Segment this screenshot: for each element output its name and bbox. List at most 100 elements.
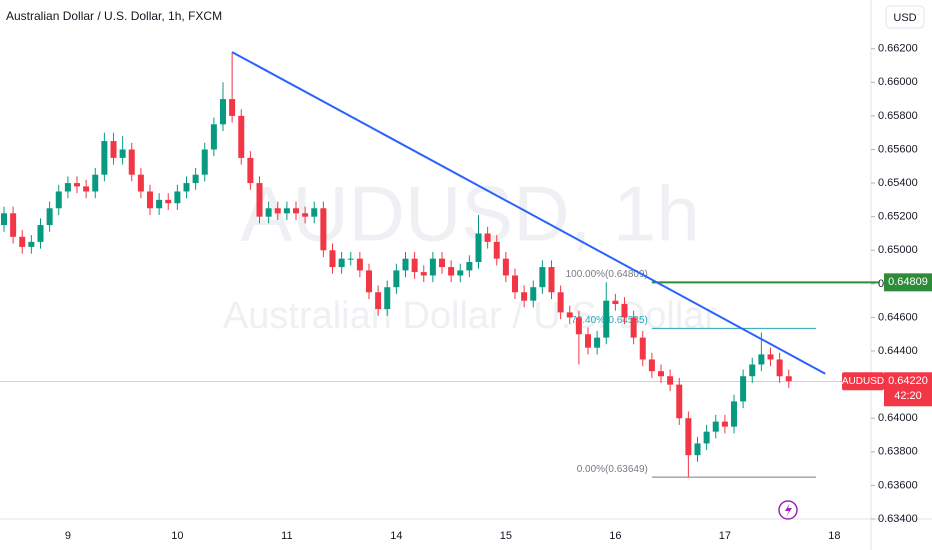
- x-tick-label: 18: [828, 530, 840, 542]
- candle-body: [83, 186, 90, 192]
- candle-body: [612, 300, 619, 305]
- candle-body: [731, 401, 737, 427]
- candle-body: [384, 287, 391, 310]
- candle-body: [165, 199, 172, 204]
- candle-body: [630, 317, 637, 338]
- candle-body: [210, 124, 217, 150]
- candle-body: [429, 258, 436, 276]
- candle-body: [137, 174, 144, 192]
- candle-body: [676, 384, 683, 419]
- candle-body: [621, 304, 628, 318]
- candle-body: [484, 233, 491, 242]
- candle-body: [648, 359, 655, 372]
- y-tick-label: 0.65200: [878, 211, 918, 223]
- candle-body: [302, 213, 309, 217]
- candle-body: [420, 272, 427, 276]
- candle-body: [585, 334, 591, 348]
- candle-body: [274, 208, 281, 214]
- candle-body: [721, 421, 728, 427]
- symbol-tag-label: AUDUSD: [842, 376, 884, 387]
- x-tick-label: 10: [171, 530, 183, 542]
- currency-button[interactable]: [885, 5, 925, 29]
- candle-body: [55, 191, 62, 209]
- candle-body: [128, 149, 135, 175]
- y-tick-label: 0.63400: [878, 513, 918, 525]
- candle-body: [238, 115, 245, 158]
- y-tick-label: 0.63800: [878, 446, 918, 458]
- candle-body: [19, 236, 26, 247]
- fib-label: 76.40%(0.64535): [571, 315, 648, 326]
- x-tick-label: 17: [719, 530, 731, 542]
- candle-body: [502, 258, 509, 276]
- candle-body: [439, 258, 445, 268]
- candle-body: [110, 141, 117, 158]
- candle-body: [64, 183, 71, 192]
- candle-body: [512, 275, 518, 293]
- candle-body: [767, 354, 774, 360]
- candle-body: [712, 421, 719, 432]
- candle-body: [46, 208, 53, 226]
- candle-body: [220, 99, 226, 125]
- candle-body: [658, 371, 664, 377]
- candle-body: [247, 157, 254, 184]
- candle-body: [448, 267, 455, 276]
- candle-body: [265, 208, 272, 217]
- candle-body: [101, 141, 108, 175]
- candle-body: [402, 258, 409, 271]
- y-tick-label: 0.64400: [878, 345, 918, 357]
- candle-body: [566, 312, 573, 318]
- candle-body: [685, 418, 692, 456]
- candle-body: [229, 99, 236, 116]
- candle-body: [329, 250, 336, 268]
- candle-body: [366, 270, 372, 293]
- candle-body: [594, 337, 601, 348]
- candle-body: [192, 174, 199, 184]
- candle-body: [776, 359, 783, 377]
- x-tick-label: 15: [500, 530, 512, 542]
- candle-body: [393, 270, 400, 288]
- candle-body: [28, 241, 35, 247]
- candle-body: [411, 258, 418, 273]
- candle-body: [10, 213, 17, 237]
- x-tick-label: 14: [390, 530, 402, 542]
- candle-body: [1, 213, 7, 226]
- candle-body: [347, 258, 354, 260]
- candle-body: [466, 262, 473, 271]
- candle-body: [74, 183, 80, 187]
- y-tick-label: 0.63600: [878, 479, 918, 491]
- y-tick-label: 0.65400: [878, 177, 918, 189]
- candle-body: [749, 364, 756, 377]
- x-tick-label: 16: [609, 530, 621, 542]
- candle-body: [356, 258, 363, 271]
- x-tick-label: 9: [65, 530, 71, 542]
- currency-label[interactable]: USD: [893, 12, 916, 24]
- candle-body: [575, 317, 582, 335]
- watermark: AUDUSD, 1h: [240, 170, 699, 258]
- y-tick-label: 0.66200: [878, 43, 918, 55]
- level-tag-label: 0.64809: [888, 276, 928, 288]
- candle-body: [475, 233, 482, 263]
- y-tick-label: 0.64000: [878, 412, 918, 424]
- candle-body: [311, 208, 318, 217]
- candle-body: [521, 292, 528, 301]
- y-tick-label: 0.65000: [878, 244, 918, 256]
- price-tag: [884, 372, 932, 407]
- candle-body: [530, 287, 537, 301]
- candle-body: [694, 443, 701, 456]
- candle-body: [256, 183, 263, 217]
- candle-body: [174, 191, 181, 204]
- candle-body: [338, 258, 345, 268]
- candle-body: [548, 267, 555, 293]
- fib-label: 0.00%(0.63649): [577, 464, 648, 475]
- x-tick-label: 11: [281, 530, 292, 542]
- candle-body: [320, 208, 327, 251]
- candle-body: [293, 208, 299, 214]
- candle-body: [557, 292, 564, 313]
- candle-body: [147, 191, 153, 209]
- candle-body: [156, 199, 163, 209]
- candle-body: [201, 149, 208, 175]
- event-bolt: [785, 503, 792, 517]
- trendline: [231, 51, 826, 375]
